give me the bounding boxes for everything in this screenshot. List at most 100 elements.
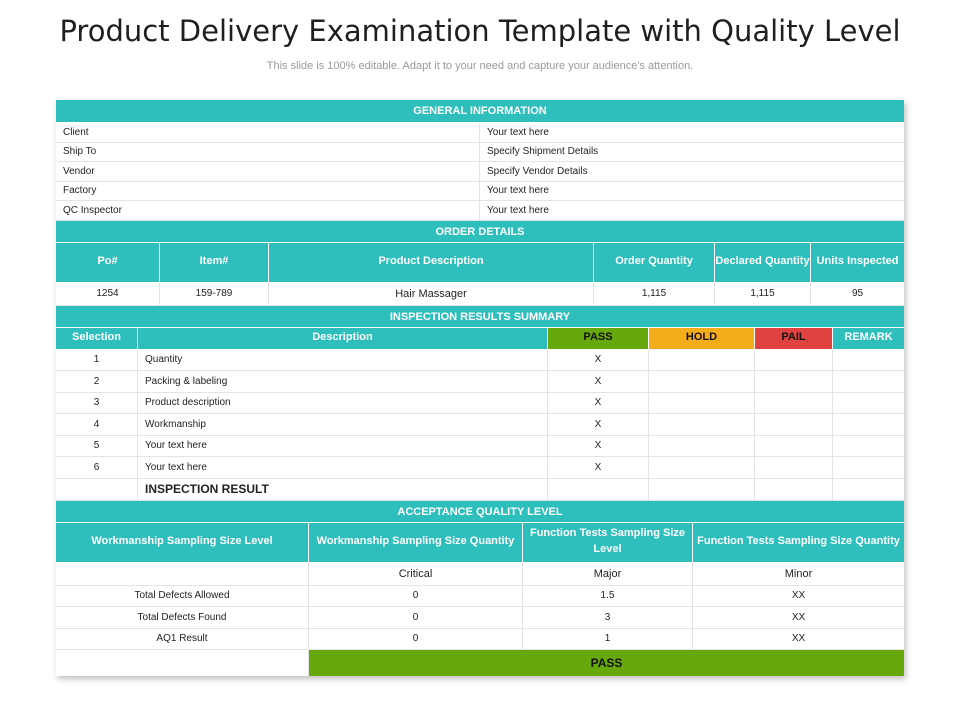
aql-critical-value[interactable]: 0	[309, 628, 523, 649]
general-information-heading: GENERAL INFORMATION	[56, 100, 904, 123]
general-label: Ship To	[56, 142, 480, 161]
aql-final-empty	[56, 650, 309, 676]
selection-number: 4	[56, 414, 138, 435]
order-col-po: Po#	[56, 242, 160, 282]
table-row: AQ1 Result 0 1 XX	[56, 628, 904, 650]
remark-cell[interactable]	[833, 393, 904, 414]
table-row: Total Defects Allowed 0 1.5 XX	[56, 585, 904, 607]
aql-col-function-level: Function Tests Sampling Size Level	[523, 522, 693, 562]
level-minor: Minor	[784, 567, 813, 580]
inspection-description: Product description	[138, 392, 548, 413]
order-col-units-inspected: Units Inspected	[811, 242, 904, 282]
pass-mark[interactable]: X	[548, 371, 649, 392]
final-pass-status: PASS	[309, 650, 904, 676]
inspection-description: Packing & labeling	[138, 371, 548, 392]
aql-minor-value[interactable]: XX	[791, 611, 806, 623]
order-header-row: Po# Item# Product Description Order Quan…	[56, 242, 904, 283]
inspection-header-row: Selection Description PASS HOLD PAIL REM…	[56, 327, 904, 350]
pass-mark[interactable]: X	[548, 349, 649, 370]
aql-levels-empty	[56, 562, 309, 585]
selection-number: 5	[56, 435, 138, 456]
order-col-order-quantity: Order Quantity	[594, 242, 715, 282]
aql-heading: ACCEPTANCE QUALITY LEVEL	[56, 500, 904, 523]
inspection-col-remark: REMARK	[833, 327, 904, 349]
pass-mark[interactable]: X	[548, 414, 649, 435]
aql-major-value[interactable]: 1	[523, 628, 693, 649]
examination-sheet: GENERAL INFORMATION Client Your text her…	[56, 100, 904, 676]
hold-cell[interactable]	[649, 371, 755, 392]
aql-minor-value[interactable]: XX	[791, 633, 806, 645]
aql-levels-row: Critical Major Minor	[56, 562, 904, 586]
general-value[interactable]: Your text here	[487, 204, 549, 216]
pass-mark[interactable]: X	[548, 392, 649, 413]
aql-major-value[interactable]: 1.5	[523, 585, 693, 606]
order-description-value[interactable]: Hair Massager	[269, 282, 594, 305]
pass-mark[interactable]: X	[548, 457, 649, 478]
selection-number: 3	[56, 392, 138, 413]
pail-cell[interactable]	[755, 392, 833, 413]
pail-cell[interactable]	[755, 457, 833, 478]
remark-cell[interactable]	[833, 457, 904, 478]
inspection-col-description: Description	[138, 327, 548, 349]
inspection-result-row: INSPECTION RESULT	[56, 478, 904, 501]
general-label: QC Inspector	[56, 201, 480, 220]
inspection-description: Workmanship	[138, 414, 548, 435]
pail-cell[interactable]	[755, 435, 833, 456]
result-pail-cell[interactable]	[755, 478, 833, 500]
hold-cell[interactable]	[649, 414, 755, 435]
general-row-vendor: Vendor Specify Vendor Details	[56, 162, 904, 182]
aql-col-workmanship-level: Workmanship Sampling Size Level	[56, 522, 309, 562]
remark-cell[interactable]	[833, 350, 904, 371]
aql-final-row: PASS	[56, 650, 904, 676]
order-declared-value[interactable]: 1,115	[715, 282, 811, 305]
remark-cell[interactable]	[833, 414, 904, 435]
pail-cell[interactable]	[755, 371, 833, 392]
result-hold-cell[interactable]	[649, 478, 755, 500]
general-row-client: Client Your text here	[56, 123, 904, 143]
order-units-inspected-value[interactable]: 95	[851, 288, 864, 299]
hold-cell[interactable]	[649, 435, 755, 456]
aql-major-value[interactable]: 3	[523, 607, 693, 628]
order-item-value[interactable]: 159-789	[160, 282, 269, 305]
general-label: Vendor	[56, 162, 480, 181]
general-value[interactable]: Your text here	[487, 126, 549, 138]
result-remark-cell[interactable]	[833, 479, 904, 500]
inspection-summary-heading: INSPECTION RESULTS SUMMARY	[56, 305, 904, 328]
order-po-value[interactable]: 1254	[56, 282, 160, 305]
aql-minor-value[interactable]: XX	[791, 590, 806, 602]
aql-critical-value[interactable]: 0	[309, 607, 523, 628]
inspection-col-pass: PASS	[548, 327, 649, 349]
pass-mark[interactable]: X	[548, 435, 649, 456]
inspection-col-hold: HOLD	[649, 327, 755, 349]
result-pass-cell[interactable]	[548, 478, 649, 500]
general-information-table: Client Your text here Ship To Specify Sh…	[56, 123, 904, 221]
general-value[interactable]: Specify Shipment Details	[487, 146, 599, 158]
general-value[interactable]: Your text here	[487, 185, 549, 197]
table-row: 3 Product description X	[56, 392, 904, 414]
level-critical: Critical	[309, 562, 523, 585]
remark-cell[interactable]	[833, 371, 904, 392]
hold-cell[interactable]	[649, 392, 755, 413]
order-data-row: 1254 159-789 Hair Massager 1,115 1,115 9…	[56, 282, 904, 306]
inspection-col-selection: Selection	[56, 327, 138, 349]
remark-cell[interactable]	[833, 436, 904, 457]
selection-number: 1	[56, 349, 138, 370]
table-row: 1 Quantity X	[56, 349, 904, 371]
pail-cell[interactable]	[755, 414, 833, 435]
order-col-declared-quantity: Declared Quantity	[715, 242, 811, 282]
selection-number: 6	[56, 457, 138, 478]
order-col-description: Product Description	[269, 242, 594, 282]
hold-cell[interactable]	[649, 349, 755, 370]
general-label: Factory	[56, 181, 480, 200]
aql-row-label: Total Defects Found	[56, 607, 309, 628]
hold-cell[interactable]	[649, 457, 755, 478]
selection-empty	[56, 478, 138, 500]
pail-cell[interactable]	[755, 349, 833, 370]
general-value[interactable]: Specify Vendor Details	[487, 165, 588, 177]
aql-critical-value[interactable]: 0	[309, 585, 523, 606]
order-quantity-value[interactable]: 1,115	[594, 282, 715, 305]
aql-row-label: AQ1 Result	[56, 628, 309, 649]
table-row: 4 Workmanship X	[56, 414, 904, 436]
inspection-description: Your text here	[138, 435, 548, 456]
inspection-table: 1 Quantity X 2 Packing & labeling X 3 Pr…	[56, 349, 904, 501]
